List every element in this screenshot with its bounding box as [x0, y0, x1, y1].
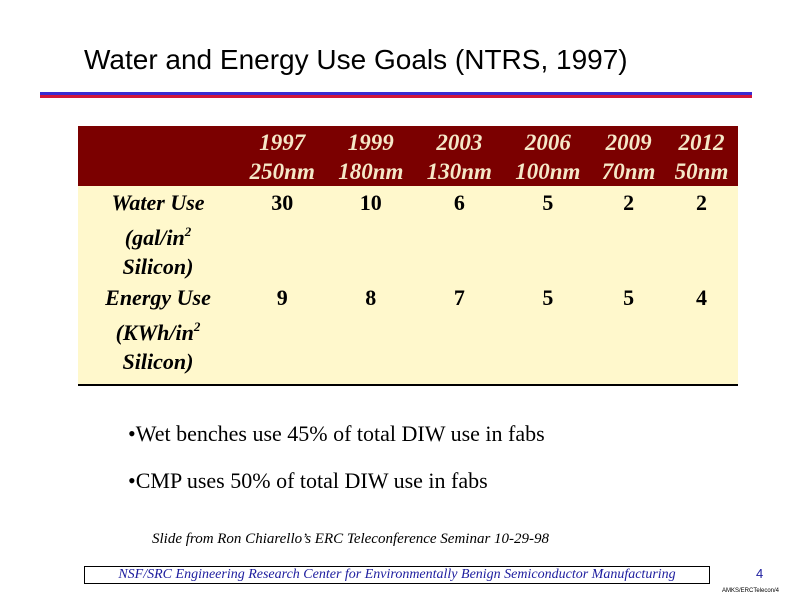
bullet-item: •CMP uses 50% of total DIW use in fabs	[128, 468, 488, 493]
column-header: 1997 250nm	[238, 126, 327, 186]
row-label-water: Water Use (gal/in2 Silicon)	[78, 186, 238, 281]
title-divider-blue	[40, 92, 752, 95]
table-header-row: 1997 250nm 1999 180nm 2003 130nm 2006 10…	[78, 126, 738, 186]
column-header: 1999 180nm	[327, 126, 416, 186]
row-label-exponent: 2	[184, 224, 192, 239]
slide-title: Water and Energy Use Goals (NTRS, 1997)	[84, 44, 628, 75]
table-cell: 30	[271, 190, 294, 215]
table-cell: 4	[665, 281, 738, 386]
column-header: 2009 70nm	[592, 126, 665, 186]
table-cell: 7	[415, 281, 504, 386]
column-year: 2003	[436, 130, 483, 155]
table-cell: 10	[359, 190, 382, 215]
table-row-energy: Energy Use (KWh/in2 Silicon) 9 8 7 5 5 4	[78, 281, 738, 386]
column-header: 2006 100nm	[504, 126, 593, 186]
slide-credit: Slide from Ron Chiarello’s ERC Teleconfe…	[152, 531, 550, 547]
column-year: 2012	[678, 130, 725, 155]
row-label-tail: Silicon)	[122, 254, 194, 279]
column-node: 50nm	[674, 159, 729, 184]
row-label-unit: (KWh/in	[115, 320, 194, 345]
column-year: 2009	[605, 130, 652, 155]
table-cell: 8	[326, 281, 416, 386]
column-node: 180nm	[338, 159, 404, 184]
column-node: 250nm	[249, 159, 315, 184]
column-node: 100nm	[515, 159, 581, 184]
column-year: 2006	[524, 130, 571, 155]
bullet-item: •Wet benches use 45% of total DIW use in…	[128, 421, 545, 446]
goals-table: 1997 250nm 1999 180nm 2003 130nm 2006 10…	[78, 126, 738, 386]
row-label-main: Water Use	[111, 190, 205, 215]
table-cell: 9	[238, 281, 327, 386]
footer-banner: NSF/SRC Engineering Research Center for …	[84, 566, 710, 584]
column-node: 70nm	[601, 159, 656, 184]
table-cell: 5	[542, 190, 554, 215]
page-number: 4	[756, 566, 764, 581]
table-cell: 6	[453, 190, 465, 215]
table-cell: 5	[592, 281, 666, 386]
row-label-main: Energy Use	[105, 285, 211, 310]
row-label-energy: Energy Use (KWh/in2 Silicon)	[78, 281, 238, 386]
column-year: 1999	[347, 130, 394, 155]
table-row-water: Water Use (gal/in2 Silicon) 30 10 6 5 2 …	[78, 186, 738, 281]
column-node: 130nm	[426, 159, 492, 184]
row-label-exponent: 2	[193, 319, 201, 334]
table-corner-cell	[78, 126, 238, 186]
table-cell: 5	[503, 281, 593, 386]
column-header: 2012 50nm	[665, 126, 738, 186]
column-header: 2003 130nm	[415, 126, 504, 186]
row-label-unit: (gal/in	[124, 225, 185, 250]
title-divider-red	[40, 95, 752, 98]
bullet-list: •Wet benches use 45% of total DIW use in…	[128, 422, 545, 516]
table-cell: 2	[623, 190, 635, 215]
row-label-tail: Silicon)	[122, 349, 194, 374]
column-year: 1997	[259, 130, 306, 155]
table-cell: 2	[696, 190, 708, 215]
document-code: AMKS/ERCTelecon/4	[722, 588, 780, 594]
